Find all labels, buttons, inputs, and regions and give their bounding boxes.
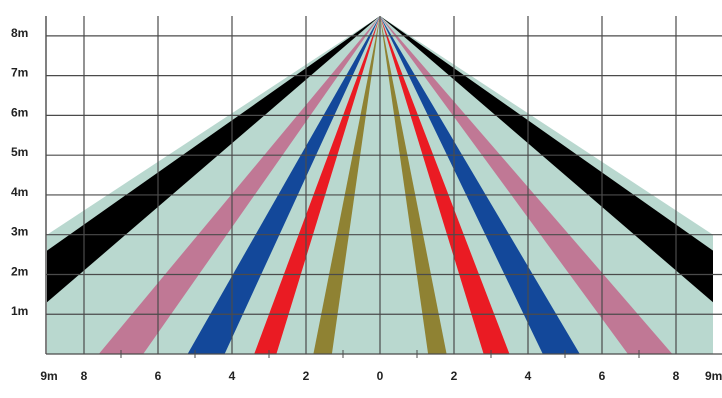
x-label-right-4: 4 bbox=[525, 369, 532, 383]
x-label-left-6: 6 bbox=[155, 369, 162, 383]
beam-left-red bbox=[254, 16, 380, 354]
y-label-7m: 7m bbox=[11, 66, 28, 80]
y-label-5m: 5m bbox=[11, 145, 28, 159]
x-label-right-8: 8 bbox=[673, 369, 680, 383]
y-label-3m: 3m bbox=[11, 225, 28, 239]
y-label-2m: 2m bbox=[11, 264, 28, 278]
y-label-8m: 8m bbox=[11, 26, 28, 40]
x-label-right-2: 2 bbox=[451, 369, 458, 383]
x-label-left-4: 4 bbox=[229, 369, 236, 383]
y-label-4m: 4m bbox=[11, 185, 28, 199]
beam-right-red bbox=[380, 16, 510, 354]
beam-right-olive bbox=[380, 16, 447, 354]
beam-left-olive bbox=[313, 16, 380, 354]
beam-left-blue bbox=[187, 16, 380, 354]
beam-left-pink bbox=[98, 16, 381, 354]
x-label-left-9m: 9m bbox=[40, 369, 57, 383]
y-label-6m: 6m bbox=[11, 105, 28, 119]
x-label-right-6: 6 bbox=[599, 369, 606, 383]
beam-right-black bbox=[380, 16, 713, 303]
x-label-right-9m: 9m bbox=[705, 369, 722, 383]
beam-right-blue bbox=[380, 16, 580, 354]
x-label-left-2: 2 bbox=[303, 369, 310, 383]
beam-left-black bbox=[47, 16, 380, 303]
x-label-0: 0 bbox=[377, 369, 384, 383]
beam-right-pink bbox=[380, 16, 673, 354]
x-label-left-8: 8 bbox=[81, 369, 88, 383]
y-label-1m: 1m bbox=[11, 304, 28, 318]
